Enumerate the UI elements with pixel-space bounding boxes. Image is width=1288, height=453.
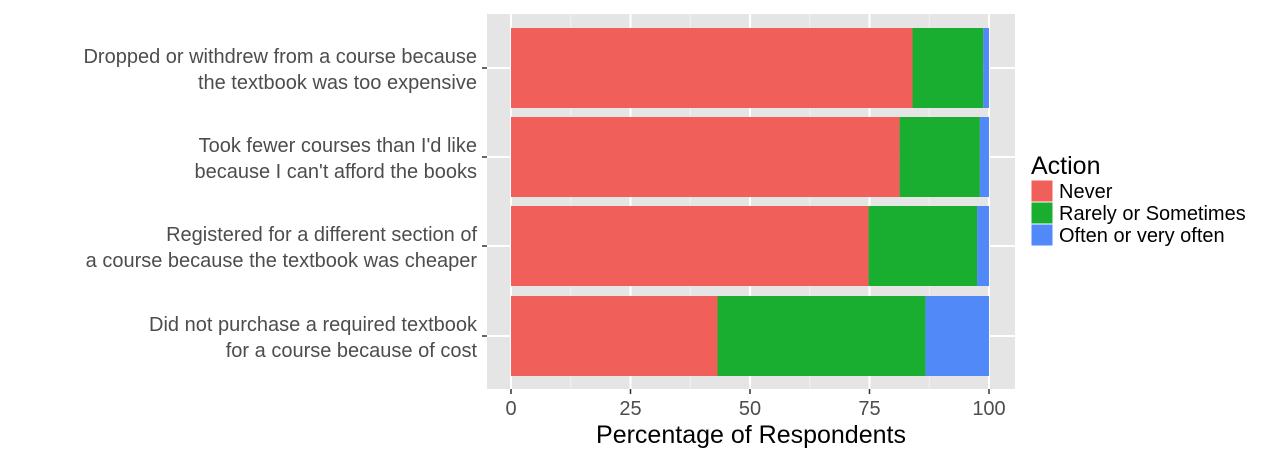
y-tick-label: Registered for a different section of	[166, 224, 477, 246]
y-tick-label: Dropped or withdrew from a course becaus…	[83, 46, 477, 68]
y-tick-label: for a course because of cost	[226, 340, 478, 362]
bar-segment	[912, 28, 984, 108]
x-tick-label: 25	[619, 398, 641, 420]
bar-segment	[979, 117, 989, 197]
y-tick-label: Took fewer courses than I'd like	[199, 135, 477, 157]
legend-label: Rarely or Sometimes	[1059, 203, 1246, 225]
legend-label: Often or very often	[1059, 225, 1225, 247]
y-tick-label: the textbook was too expensive	[198, 72, 477, 94]
bar-segment	[977, 206, 989, 286]
bar-segment	[511, 206, 869, 286]
y-axis: Dropped or withdrew from a course becaus…	[83, 46, 487, 362]
legend-swatch	[1030, 201, 1054, 225]
bar-segment	[511, 28, 913, 108]
bar-segment	[899, 117, 980, 197]
y-tick-label: Did not purchase a required textbook	[149, 314, 478, 336]
bar-segment	[717, 296, 926, 376]
bar-segment	[511, 117, 900, 197]
bar-segment	[868, 206, 978, 286]
bar-segment	[511, 296, 718, 376]
x-tick-label: 50	[739, 398, 761, 420]
bar-segment	[925, 296, 989, 376]
x-axis: 0 25 50 75 100	[505, 389, 1006, 420]
bar-segment	[983, 28, 989, 108]
y-tick-label: a course because the textbook was cheape…	[86, 250, 478, 272]
x-tick-label: 75	[858, 398, 880, 420]
legend-label: Never	[1059, 181, 1113, 203]
legend-swatch	[1030, 223, 1054, 247]
y-tick-label: because I can't afford the books	[194, 161, 477, 183]
legend-swatch	[1030, 179, 1054, 203]
legend-title: Action	[1031, 152, 1100, 180]
x-tick-label: 100	[972, 398, 1005, 420]
bar-layer	[511, 28, 989, 376]
x-axis-title: Percentage of Respondents	[596, 421, 906, 448]
x-tick-label: 0	[505, 398, 516, 420]
